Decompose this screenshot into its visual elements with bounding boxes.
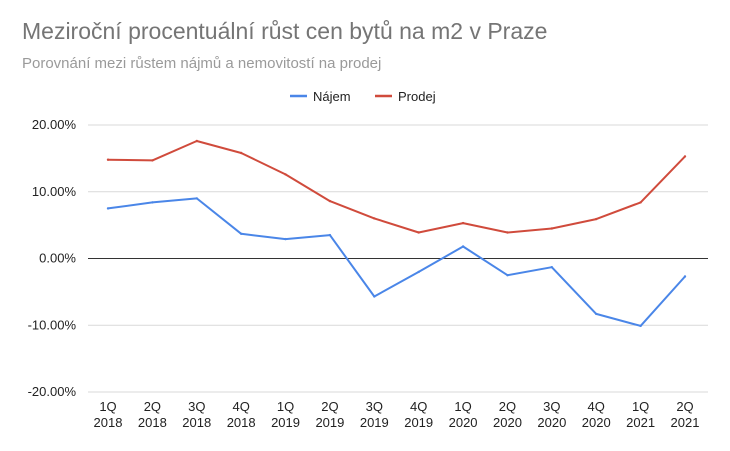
data-point [417, 231, 420, 234]
data-point [373, 295, 376, 298]
x-tick-label-year: 2018 [138, 415, 167, 430]
data-point [106, 207, 110, 210]
data-point [683, 275, 687, 278]
x-tick-label-year: 2021 [671, 415, 700, 430]
y-tick-label: -20.00% [28, 384, 77, 399]
data-point [328, 233, 332, 237]
x-tick-label-year: 2019 [315, 415, 344, 430]
data-point [550, 266, 553, 269]
y-tick-label: 20.00% [32, 117, 77, 132]
data-point [506, 274, 509, 277]
x-tick-label-year: 2021 [626, 415, 655, 430]
data-point [639, 201, 642, 204]
x-tick-label-year: 2019 [271, 415, 300, 430]
data-point [151, 201, 154, 204]
data-point [373, 217, 376, 220]
x-tick-label-quarter: 1Q [454, 399, 471, 414]
data-point [461, 245, 465, 248]
data-point [151, 159, 154, 162]
x-tick-label-quarter: 4Q [232, 399, 249, 414]
x-tick-label-quarter: 3Q [366, 399, 383, 414]
x-tick-label-quarter: 3Q [188, 399, 205, 414]
x-tick-label-year: 2019 [404, 415, 433, 430]
legend: Nájem Prodej [290, 89, 436, 104]
x-tick-label-year: 2019 [360, 415, 389, 430]
x-tick-label-quarter: 2Q [499, 399, 516, 414]
x-tick-label-quarter: 4Q [588, 399, 605, 414]
x-tick-label-quarter: 3Q [543, 399, 560, 414]
x-tick-label-year: 2018 [227, 415, 256, 430]
chart-subtitle: Porovnání mezi růstem nájmů a nemovitost… [22, 55, 382, 72]
series-group [106, 139, 687, 328]
data-point [683, 155, 687, 158]
data-point [550, 227, 553, 230]
x-tick-label-year: 2020 [537, 415, 566, 430]
chart-title: Meziroční procentuální růst cen bytů na … [22, 18, 548, 44]
y-tick-label: 10.00% [32, 184, 77, 199]
x-tick-label-quarter: 2Q [144, 399, 161, 414]
x-axis: 1Q20182Q20183Q20184Q20181Q20192Q20193Q20… [94, 399, 700, 430]
series-line-prodej [107, 140, 686, 234]
y-tick-label: 0.00% [39, 251, 76, 266]
data-point [284, 173, 287, 176]
x-tick-label-year: 2018 [182, 415, 211, 430]
x-tick-label-year: 2020 [582, 415, 611, 430]
data-point [595, 312, 598, 316]
x-tick-label-quarter: 1Q [632, 399, 649, 414]
data-point [284, 237, 287, 241]
x-tick-label-year: 2020 [493, 415, 522, 430]
data-point [417, 270, 420, 274]
x-tick-label-quarter: 2Q [321, 399, 338, 414]
data-point [595, 217, 598, 221]
data-point [506, 231, 509, 234]
legend-label: Nájem [313, 89, 351, 104]
x-tick-label-year: 2018 [94, 415, 123, 430]
data-point [195, 139, 198, 143]
data-point [328, 199, 332, 203]
legend-label: Prodej [398, 89, 436, 104]
x-tick-label-quarter: 2Q [676, 399, 693, 414]
x-tick-label-quarter: 1Q [99, 399, 116, 414]
series-line-najem [107, 197, 686, 327]
x-tick-label-quarter: 1Q [277, 399, 294, 414]
y-axis: -20.00% -10.00% 0.00% 10.00% 20.00% [28, 117, 77, 399]
data-point [195, 197, 198, 200]
data-point [461, 221, 465, 225]
x-tick-label-year: 2020 [449, 415, 478, 430]
grid [88, 124, 708, 393]
data-point [240, 151, 243, 155]
y-tick-label: -10.00% [28, 317, 77, 332]
x-tick-label-quarter: 4Q [410, 399, 427, 414]
data-point [240, 232, 243, 235]
data-point [639, 324, 642, 328]
data-point [106, 158, 110, 161]
